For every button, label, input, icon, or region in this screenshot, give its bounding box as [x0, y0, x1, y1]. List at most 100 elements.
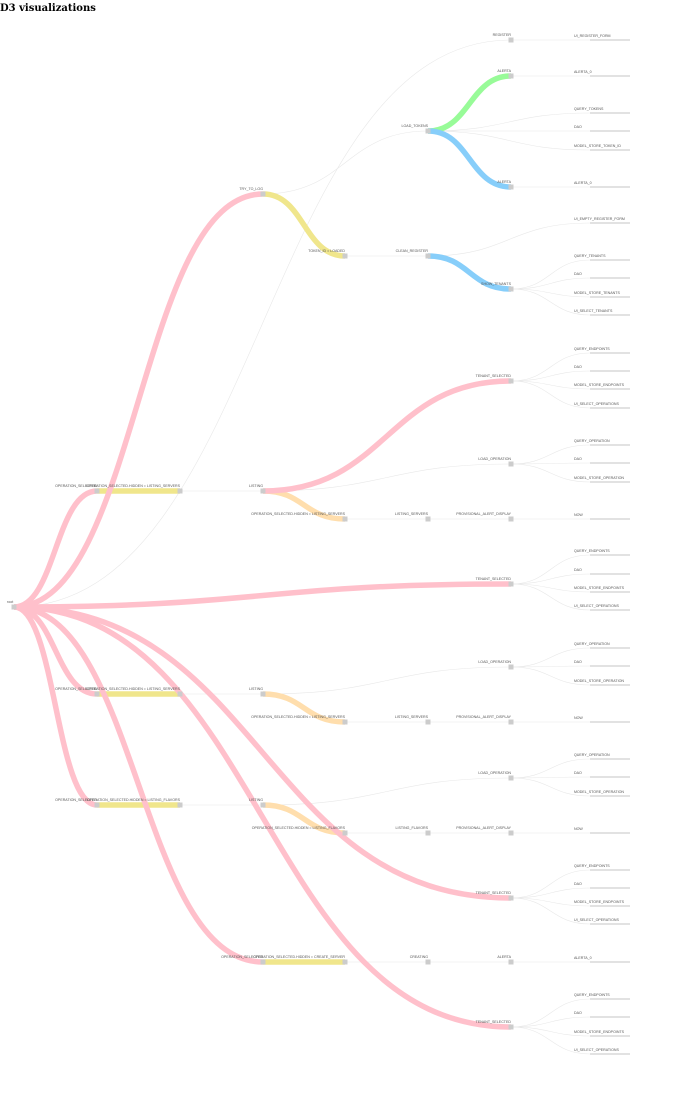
tree-leaf-node[interactable]: NOW — [574, 513, 630, 520]
tree-leaf-node[interactable]: QUERY_TOKENS — [574, 107, 630, 114]
tree-leaf-node[interactable]: MODEL_STORE_TENANTS — [574, 291, 630, 298]
tree-leaf-node[interactable]: UI_SELECT_OPERATIONS — [574, 918, 630, 925]
tree-node[interactable]: LISTING — [249, 484, 266, 494]
tree-leaf-node[interactable]: QUERY_ENDPOINTS — [574, 347, 630, 354]
tree-leaf-node[interactable]: NOW — [574, 716, 630, 723]
node-label: DAO — [574, 568, 582, 572]
tree-node[interactable]: OPERATION_SELECTED.HIDDEN = LISTING_SERV… — [86, 484, 183, 494]
tree-node[interactable]: CLEAN_REGISTER — [396, 249, 431, 259]
tree-node[interactable]: TENANT_SELECTED — [476, 577, 514, 587]
tree-node[interactable]: LISTING_SERVERS — [395, 715, 431, 725]
tree-link — [510, 897, 591, 925]
tree-node[interactable]: LISTING — [249, 687, 266, 697]
tree-node[interactable]: ALERTA — [497, 69, 514, 79]
tree-leaf-node[interactable]: DAO — [574, 660, 630, 667]
tree-node[interactable]: OPERATION_SELECTED — [55, 798, 100, 808]
tree-leaf-node[interactable]: NOW — [574, 827, 630, 834]
tree-node[interactable]: TRY_TO_LOG — [239, 187, 266, 197]
tree-leaf-node[interactable]: QUERY_ENDPOINTS — [574, 864, 630, 871]
tree-node[interactable]: OPERATION_SELECTED.HIDDEN = LISTING_SERV… — [86, 687, 183, 697]
tree-node[interactable]: TENANT_SELECTED — [476, 374, 514, 384]
tree-node[interactable]: LOAD_OPERATION — [478, 457, 514, 467]
tree-node[interactable]: OPERATION_SELECTED.HIDDEN = CREATE_SERVE… — [253, 955, 348, 965]
node-label: MODEL_STORE_ENDPOINTS — [574, 586, 625, 590]
tree-leaf-node[interactable]: QUERY_OPERATION — [574, 439, 630, 446]
tree-link — [13, 604, 264, 965]
leaf-bar — [590, 314, 630, 316]
tree-link — [262, 666, 512, 695]
tree-node[interactable]: TOKEN_ID = LOADED — [308, 249, 348, 259]
node-marker — [342, 830, 348, 836]
tree-node[interactable]: SHOW_TENANTS — [481, 282, 514, 292]
tree-leaf-node[interactable]: UI_SELECT_OPERATIONS — [574, 402, 630, 409]
tree-node[interactable]: REGISTER — [493, 33, 514, 43]
leaf-bar — [590, 39, 630, 41]
tree-node[interactable]: LOAD_OPERATION — [478, 660, 514, 670]
tree-leaf-node[interactable]: UI_SELECT_OPERATIONS — [574, 1048, 630, 1055]
tree-leaf-node[interactable]: DAO — [574, 272, 630, 279]
tree-node[interactable]: OPERATION_SELECTED.HIDDEN = LISTING_FLAV… — [87, 798, 183, 808]
tree-link — [13, 191, 264, 610]
tree-node[interactable]: OPERATION_SELECTED — [55, 687, 100, 697]
tree-leaf-node[interactable]: DAO — [574, 365, 630, 372]
leaf-bar — [590, 149, 630, 151]
tree-leaf-node[interactable]: MODEL_STORE_ENDPOINTS — [574, 1030, 630, 1037]
tree-node[interactable]: PROVISIONAL_ALERT_DISPLAY — [456, 512, 514, 522]
tree-leaf-node[interactable]: UI_REGISTER_FORM — [574, 34, 630, 41]
tree-node[interactable]: LOAD_OPERATION — [478, 771, 514, 781]
leaf-bar — [590, 259, 630, 261]
node-label: ALERTA_0 — [574, 181, 592, 185]
tree-node[interactable]: ALERTA — [497, 180, 514, 190]
tree-node[interactable]: PROVISIONAL_ALERT_DISPLAY — [456, 715, 514, 725]
tree-leaf-node[interactable]: UI_SELECT_TENANTS — [574, 309, 630, 316]
tree-leaf-node[interactable]: MODEL_STORE_ENDPOINTS — [574, 900, 630, 907]
tree-leaf-node[interactable]: DAO — [574, 125, 630, 132]
tree-leaf-node[interactable]: QUERY_ENDPOINTS — [574, 993, 630, 1000]
tree-node[interactable]: PROVISIONAL_ALERT_DISPLAY — [456, 826, 514, 836]
tree-node[interactable]: TENANT_SELECTED — [476, 1020, 514, 1030]
tree-node[interactable]: root — [7, 600, 17, 610]
tree-node[interactable]: OPERATION_SELECTED — [55, 484, 100, 494]
leaf-bar — [590, 684, 630, 686]
tree-leaf-node[interactable]: MODEL_STORE_OPERATION — [574, 679, 630, 686]
tree-leaf-node[interactable]: MODEL_STORE_ENDPOINTS — [574, 383, 630, 390]
tree-leaf-node[interactable]: QUERY_ENDPOINTS — [574, 549, 630, 556]
tree-leaf-node[interactable]: MODEL_STORE_TOKEN_ID — [574, 144, 630, 151]
tree-node[interactable]: OPERATION_SELECTED.HIDDEN = LISTING_SERV… — [251, 512, 348, 522]
tree-link — [13, 581, 512, 610]
tree-leaf-node[interactable]: MODEL_STORE_OPERATION — [574, 476, 630, 483]
tree-leaf-node[interactable]: DAO — [574, 882, 630, 889]
tree-leaf-node[interactable]: DAO — [574, 457, 630, 464]
tree-node[interactable]: LISTING — [249, 798, 266, 808]
node-label: UI_SELECT_OPERATIONS — [574, 1048, 619, 1052]
tree-node[interactable]: TENANT_SELECTED — [476, 891, 514, 901]
tree-leaf-node[interactable]: UI_SELECT_OPERATIONS — [574, 604, 630, 611]
tree-leaf-node[interactable]: DAO — [574, 771, 630, 778]
tree-leaf-node[interactable]: ALERTA_0 — [574, 70, 630, 77]
tree-leaf-node[interactable]: MODEL_STORE_OPERATION — [574, 790, 630, 797]
tree-node[interactable]: LISTING_SERVERS — [395, 512, 431, 522]
page-title: D3 visualizations — [0, 3, 96, 14]
leaf-bar — [590, 554, 630, 556]
tree-node[interactable]: OPERATION_SELECTED.HIDDEN = LISTING_SERV… — [251, 715, 348, 725]
tree-link — [510, 554, 591, 585]
tree-leaf-node[interactable]: UI_EMPTY_REGISTER_FORM — [574, 217, 630, 224]
tree-leaf-node[interactable]: DAO — [574, 1011, 630, 1018]
tree-node[interactable]: ALERTA — [497, 955, 514, 965]
tree-leaf-node[interactable]: MODEL_STORE_ENDPOINTS — [574, 586, 630, 593]
tree-leaf-node[interactable]: QUERY_OPERATION — [574, 753, 630, 760]
tree-leaf-node[interactable]: ALERTA_0 — [574, 181, 630, 188]
tree-node[interactable]: LISTING_FLAVORS — [396, 826, 431, 836]
tree-node[interactable]: OPERATION_SELECTED — [221, 955, 266, 965]
tree-node[interactable]: LOAD_TOKENS — [402, 124, 431, 134]
tree-leaf-node[interactable]: ALERTA_0 — [574, 956, 630, 963]
tree-node[interactable]: OPERATION_SELECTED.HIDDEN = LISTING_FLAV… — [252, 826, 348, 836]
node-label: PROVISIONAL_ALERT_DISPLAY — [456, 826, 511, 830]
node-label: MODEL_STORE_OPERATION — [574, 476, 624, 480]
tree-node[interactable]: CREATING — [410, 955, 431, 965]
tree-leaf-node[interactable]: QUERY_TENANTS — [574, 254, 630, 261]
tree-leaf-node[interactable]: DAO — [574, 568, 630, 575]
node-marker — [508, 516, 514, 522]
node-label: QUERY_ENDPOINTS — [574, 993, 610, 997]
tree-leaf-node[interactable]: QUERY_OPERATION — [574, 642, 630, 649]
